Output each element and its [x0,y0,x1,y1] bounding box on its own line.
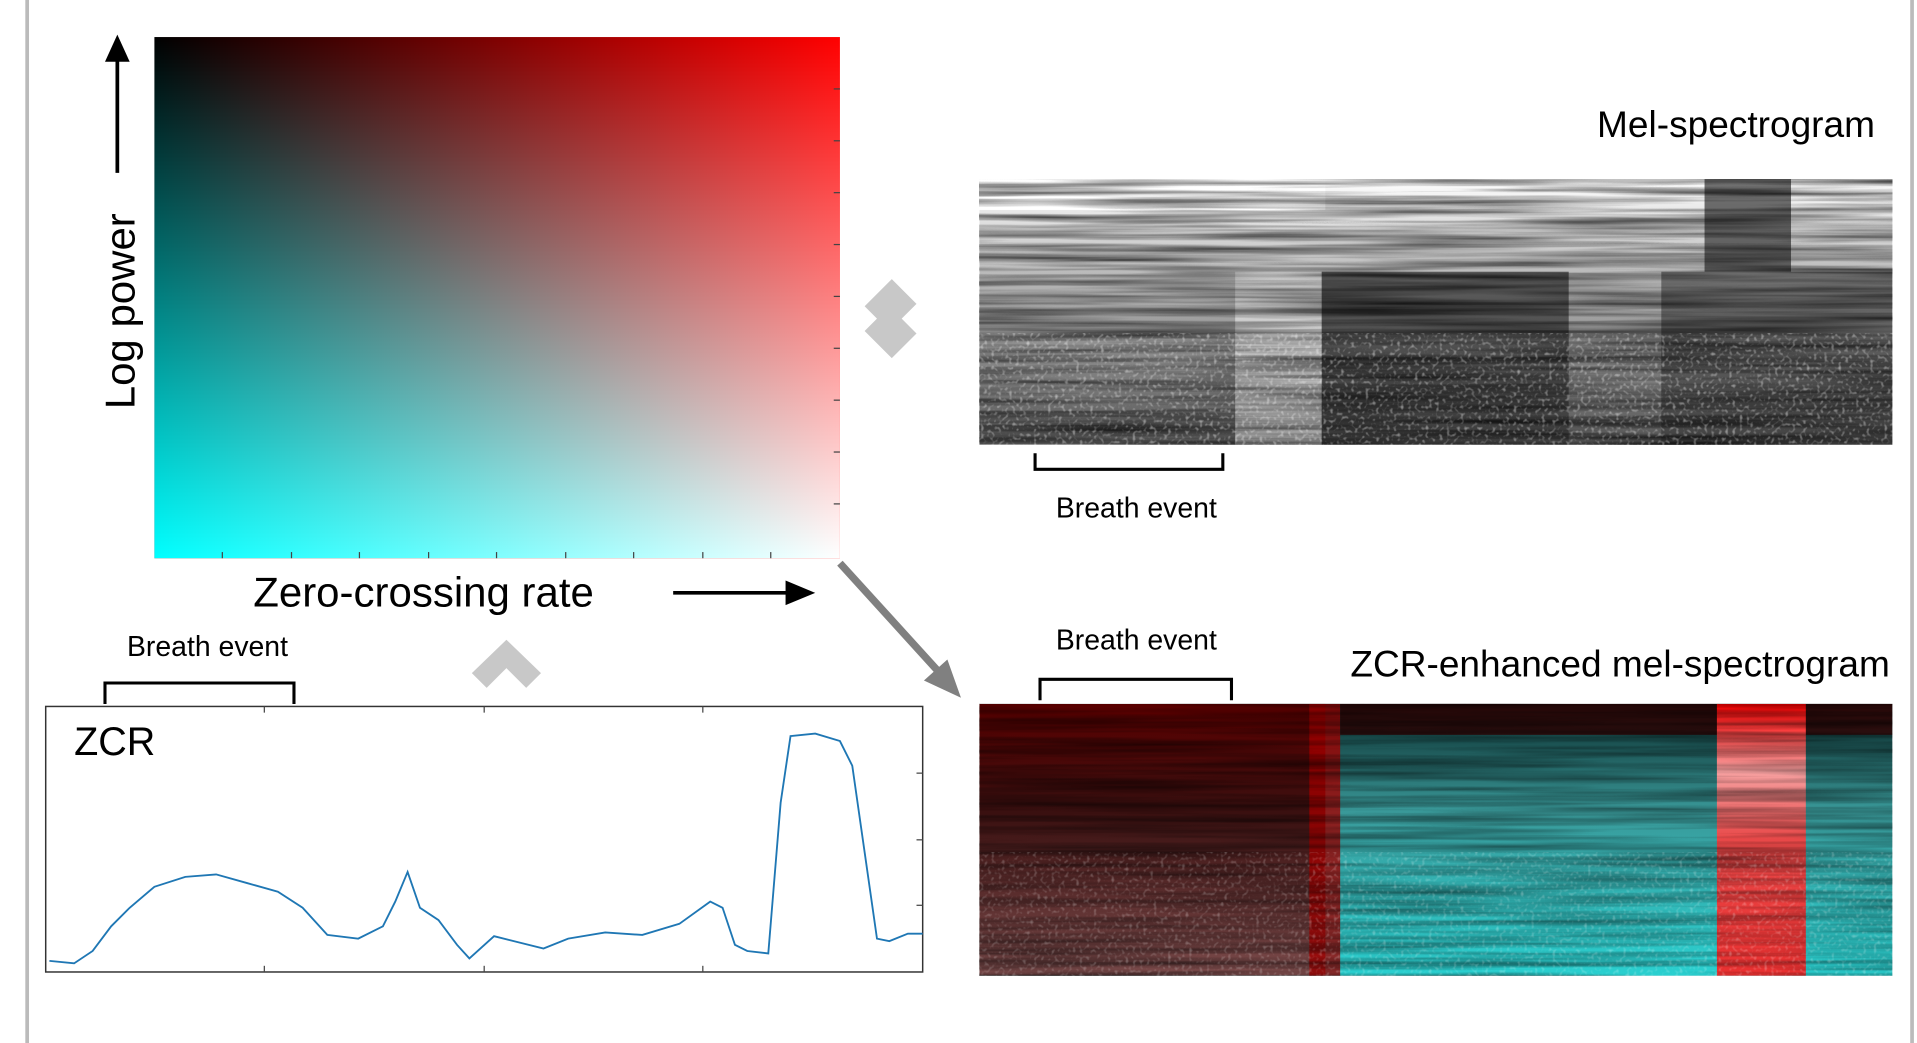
zcr-title: ZCR [74,720,155,764]
x-axis-label: Zero-crossing rate [253,568,594,615]
zcr-ticks [263,706,923,972]
mel-title: Mel-spectrogram [1597,103,1875,145]
arrow-head [923,659,961,698]
mel-spectrogram [979,179,1893,445]
zcr-curve [49,732,923,965]
bracket [1033,453,1225,471]
bracket [1038,677,1234,701]
annotation: Breath event [1056,625,1217,657]
colormap-ticks [221,88,840,559]
zcr-enhanced-spectrogram [979,703,1893,976]
chevron-up [471,639,542,688]
chevron-left [864,279,917,359]
bracket [103,681,296,704]
colormap [154,37,840,559]
colormap-cyan [154,37,840,559]
y-axis-label: Log power [97,213,144,409]
zcr-axes [44,705,924,973]
annotation: Breath event [1056,493,1217,525]
x-arrow-head [785,580,816,606]
arrow-shaft [837,560,942,675]
annotation: Breath event [127,631,288,663]
zcr-enhanced-title: ZCR-enhanced mel-spectrogram [1350,643,1889,685]
y-arrow-head [104,34,130,62]
